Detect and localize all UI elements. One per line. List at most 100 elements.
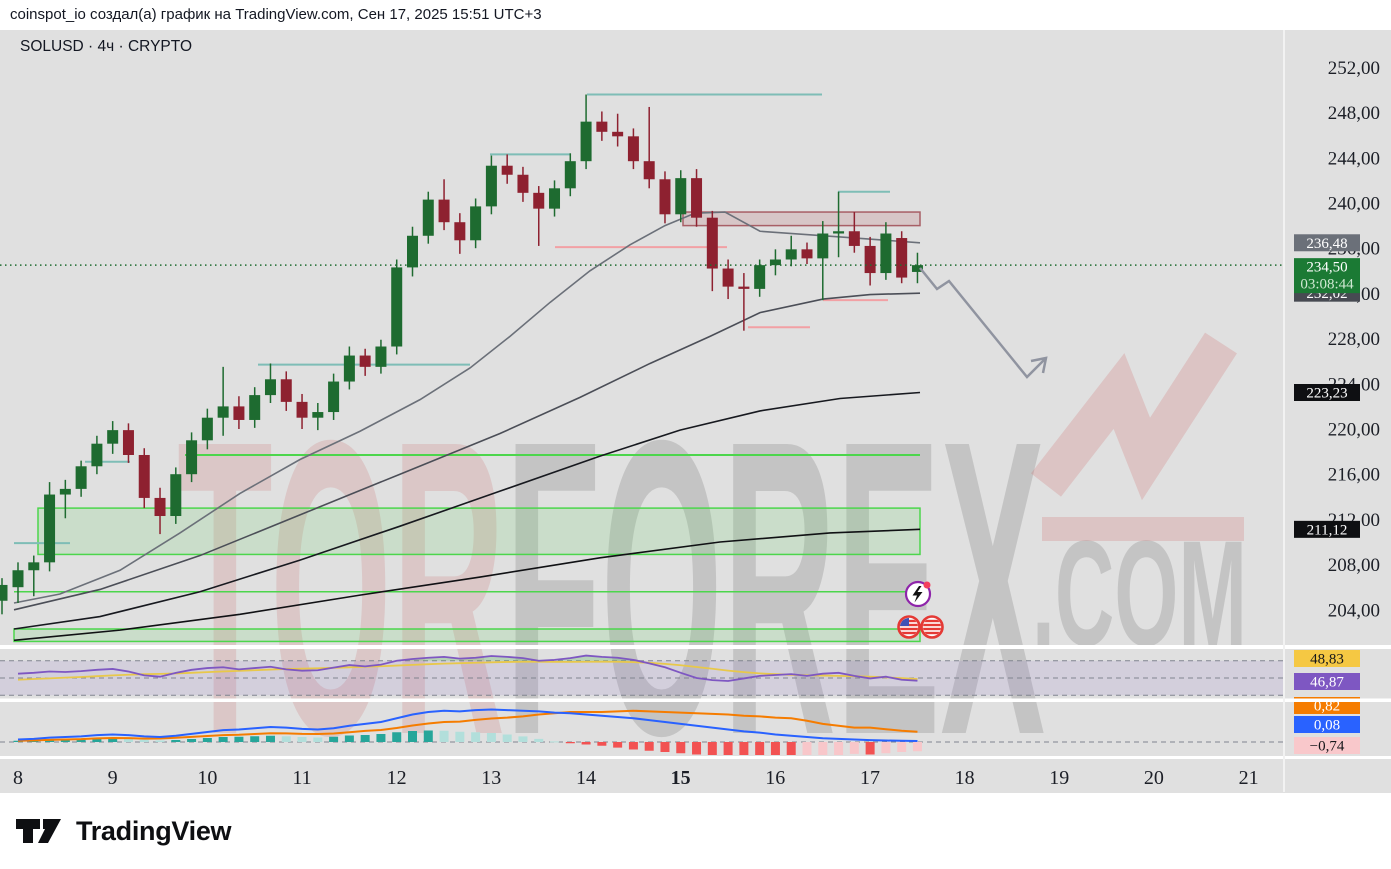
macd-histogram-bar — [597, 742, 607, 746]
candle — [107, 430, 119, 444]
candle — [659, 179, 671, 215]
macd-histogram-bar — [408, 731, 417, 742]
ma-slowest-line — [13, 528, 921, 642]
candle — [848, 231, 860, 246]
time-tick-label: 13 — [481, 767, 501, 789]
ma-slow-line — [13, 391, 921, 630]
time-tick-label: 16 — [765, 767, 785, 789]
candle — [896, 238, 908, 278]
svg-text:236,48: 236,48 — [1306, 236, 1347, 252]
candle — [706, 217, 718, 269]
screenshot-header: coinspot_io создал(а) график на TradingV… — [0, 0, 1391, 30]
candle — [580, 121, 592, 162]
candle — [564, 161, 576, 189]
macd-histogram-bar — [60, 739, 70, 742]
macd-histogram-bar — [502, 734, 512, 742]
candle — [44, 494, 56, 563]
price-axis[interactable]: 252,00248,00244,00240,00236,00232,00228,… — [1328, 58, 1380, 621]
macd-histogram-bar — [202, 738, 212, 742]
lightning-event-icon[interactable] — [904, 580, 932, 608]
time-tick-label: 17 — [860, 767, 880, 789]
candle — [754, 265, 766, 289]
time-tick-label: 21 — [1239, 767, 1259, 789]
candle — [391, 267, 403, 347]
candle — [75, 466, 87, 489]
macd-line — [17, 708, 918, 742]
candle — [722, 268, 734, 287]
candle — [454, 222, 466, 241]
macd-histogram-bar — [108, 738, 118, 742]
candle — [201, 417, 213, 441]
macd-histogram-bar — [218, 737, 228, 742]
macd-histogram-bar — [187, 739, 197, 742]
macd-histogram-bar — [581, 742, 591, 745]
candle — [549, 188, 561, 209]
macd-histogram-bar — [613, 742, 623, 748]
us-flags-event-icon[interactable] — [897, 615, 944, 639]
macd-pane[interactable] — [0, 708, 1283, 756]
candle — [138, 454, 150, 498]
macd-histogram-bar — [455, 731, 465, 742]
macd-histogram-bar — [881, 742, 891, 754]
tradingview-logo[interactable]: TradingView — [16, 816, 232, 847]
rsi-pane[interactable] — [0, 654, 1283, 696]
pane-separators[interactable] — [0, 30, 1391, 792]
candle — [785, 249, 797, 260]
ma-fast-line — [13, 211, 921, 604]
candle — [533, 192, 545, 209]
candle — [769, 259, 781, 266]
macd-histogram-bar — [297, 737, 307, 742]
candle — [122, 430, 134, 455]
candle — [359, 355, 371, 367]
moving-averages — [13, 211, 921, 642]
svg-text:03:08:44: 03:08:44 — [1300, 277, 1354, 293]
macd-histogram-bar — [155, 740, 165, 742]
macd-histogram-bar — [723, 742, 733, 755]
svg-text:234,50: 234,50 — [1306, 260, 1347, 276]
rsi-line — [17, 654, 918, 682]
price-tick-label: 216,00 — [1328, 465, 1380, 486]
candlestick-series — [0, 94, 923, 615]
candle — [217, 406, 229, 418]
time-axis[interactable]: 8 9 10 11 12 13 14 15 16 17 18 19 20 21 — [13, 767, 1259, 789]
candle — [280, 379, 292, 402]
candle — [343, 355, 355, 382]
price-tick-label: 252,00 — [1328, 58, 1380, 79]
projection-arrow-drawing[interactable] — [919, 267, 1048, 379]
time-tick-label: 12 — [387, 767, 407, 789]
candle — [296, 401, 308, 418]
tradingview-logo-icon — [16, 819, 61, 843]
macd-histogram-bar — [786, 742, 796, 755]
time-tick-label: 10 — [197, 767, 217, 789]
symbol-legend[interactable]: SOLUSD · 4ч · CRYPTO — [20, 38, 193, 55]
svg-text:0,08: 0,08 — [1314, 718, 1340, 734]
price-tick-label: 240,00 — [1328, 194, 1380, 215]
demand-zone — [13, 628, 921, 643]
candle — [675, 178, 687, 215]
macd-histogram-bar — [423, 730, 433, 742]
chart-canvas[interactable]: TORFOREX.COM 252,00 248,00 244,00 240,00 236,… — [0, 30, 1391, 793]
price-tick-label: 208,00 — [1328, 555, 1380, 576]
candle — [864, 245, 876, 274]
price-tick-label: 220,00 — [1328, 420, 1380, 441]
macd-histogram-bar — [644, 742, 654, 751]
candle — [375, 346, 387, 367]
time-tick-label: 8 — [13, 767, 23, 789]
macd-histogram-bar — [565, 742, 575, 744]
candle — [59, 488, 71, 495]
macd-histogram-bar — [281, 736, 291, 742]
time-tick-label: 18 — [955, 767, 975, 789]
candle — [612, 131, 624, 137]
rsi-badges: 48,83 46,87 — [1294, 650, 1360, 691]
candle — [485, 165, 497, 207]
candle — [517, 174, 529, 193]
macd-histogram-bar — [376, 734, 386, 742]
candle — [328, 381, 340, 413]
macd-histogram-bar — [865, 742, 875, 755]
candle — [817, 233, 829, 259]
candle — [833, 231, 845, 234]
time-tick-label: 11 — [292, 767, 311, 789]
macd-histogram-bar — [329, 736, 339, 742]
